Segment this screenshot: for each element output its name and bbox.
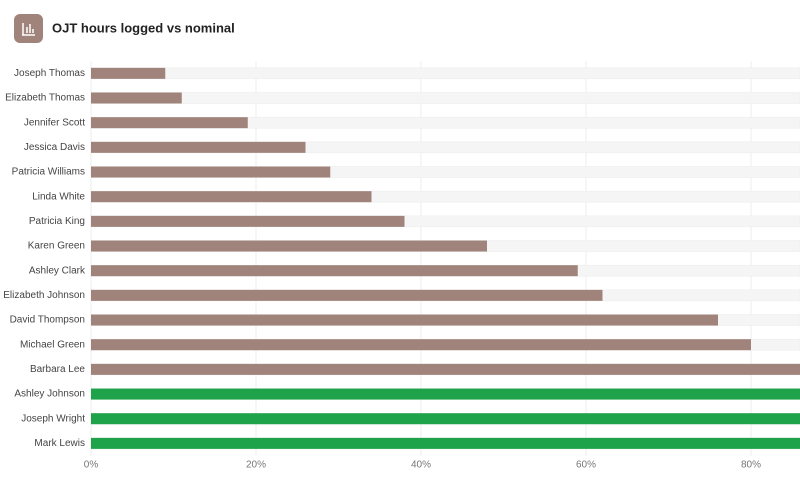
bar — [91, 437, 800, 449]
chart-icon — [14, 14, 43, 43]
x-tick-label: 80% — [741, 459, 761, 470]
y-tick-label: Jennifer Scott — [24, 117, 85, 128]
y-tick-label: Jessica Davis — [24, 142, 85, 153]
bar-track — [90, 92, 800, 104]
chart-title: OJT hours logged vs nominal — [52, 20, 235, 35]
x-tick-label: 0% — [84, 459, 99, 470]
y-tick-label: Michael Green — [20, 339, 85, 350]
chart-icon-glyph — [22, 23, 35, 36]
y-tick-label: Patricia King — [29, 216, 85, 227]
bar — [91, 215, 405, 227]
y-tick-label: Joseph Wright — [21, 413, 85, 424]
y-tick-label: Joseph Thomas — [14, 68, 85, 79]
y-tick-label: Ashley Clark — [29, 265, 86, 276]
y-tick-label: Elizabeth Johnson — [3, 290, 85, 301]
bar — [91, 191, 372, 203]
bar — [91, 117, 248, 129]
bar — [91, 92, 182, 104]
bar — [91, 240, 487, 252]
bar — [91, 265, 578, 277]
x-tick-label: 40% — [411, 459, 431, 470]
bar-track — [90, 67, 800, 80]
y-tick-label: Mark Lewis — [34, 438, 85, 449]
y-tick-label: Linda White — [32, 191, 85, 202]
bar — [91, 166, 331, 178]
bar — [91, 67, 166, 79]
y-tick-label: Elizabeth Thomas — [5, 93, 85, 104]
bar — [91, 388, 800, 400]
bar — [91, 413, 800, 425]
y-tick-label: Ashley Johnson — [14, 389, 85, 400]
y-tick-label: Patricia Williams — [12, 167, 85, 178]
y-tick-label: Barbara Lee — [30, 364, 85, 375]
bar — [91, 289, 603, 301]
x-tick-label: 20% — [246, 459, 266, 470]
bar — [91, 363, 800, 375]
bar — [91, 339, 751, 351]
bar — [91, 314, 718, 326]
y-tick-label: David Thompson — [10, 315, 85, 326]
bar — [91, 141, 306, 153]
y-tick-label: Karen Green — [28, 241, 85, 252]
x-tick-label: 60% — [576, 459, 596, 470]
